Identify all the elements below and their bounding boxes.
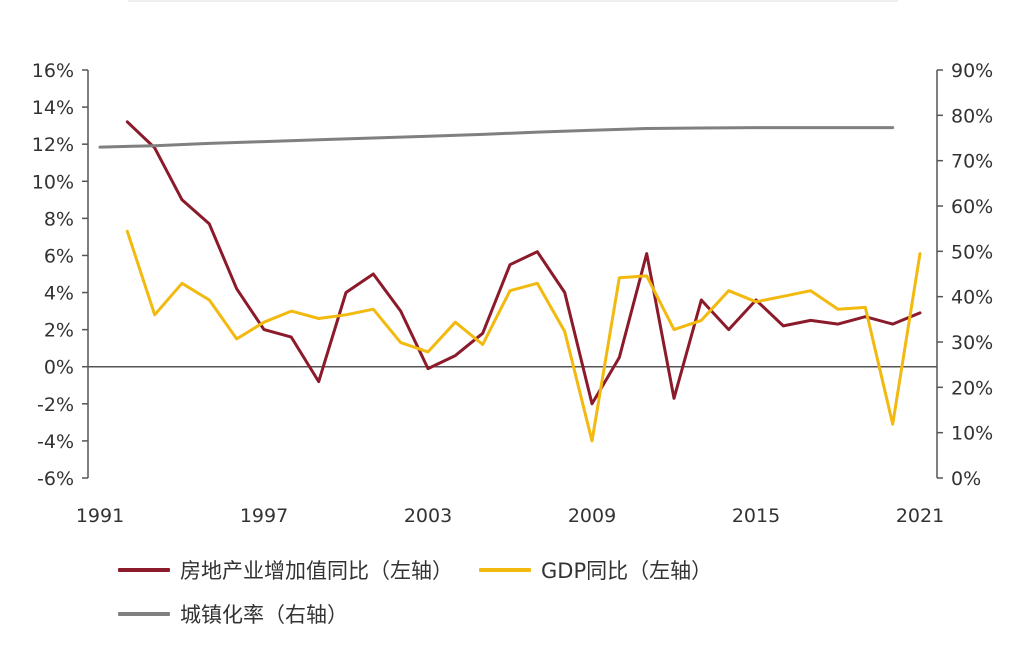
chart-legend: 房地产业增加值同比（左轴） GDP同比（左轴） 城镇化率（右轴）	[118, 548, 998, 636]
legend-row-2: 城镇化率（右轴）	[118, 592, 998, 636]
right-tick-label: 90%	[951, 60, 993, 82]
x-tick-label: 2021	[896, 505, 944, 527]
right-tick-label: 40%	[951, 287, 993, 309]
legend-swatch-urbanization	[118, 612, 170, 616]
x-tick-label: 2015	[732, 505, 780, 527]
x-tick-label: 2009	[568, 505, 616, 527]
x-tick-label: 2003	[404, 505, 452, 527]
series-line-gdp	[125, 229, 922, 443]
line-chart: 16% 14% 12% 10% 8% 6% 4% 2% 0% -2% -4% -6% 90% 80% 70%…	[32, 60, 993, 527]
x-tick-label: 1991	[76, 505, 124, 527]
chart-axes	[82, 69, 943, 479]
legend-label-urbanization: 城镇化率（右轴）	[180, 603, 348, 627]
top-border	[128, 0, 898, 2]
legend-item-urbanization: 城镇化率（右轴）	[118, 599, 348, 629]
x-tick-label: 1997	[240, 505, 288, 527]
left-tick-label: 12%	[32, 134, 74, 156]
left-tick-label: 10%	[32, 171, 74, 193]
left-tick-label: 2%	[44, 320, 74, 342]
left-tick-label: 14%	[32, 97, 74, 119]
legend-item-real-estate: 房地产业增加值同比（左轴）	[118, 555, 453, 585]
right-tick-label: 50%	[951, 241, 993, 263]
chart-tick-labels: 16% 14% 12% 10% 8% 6% 4% 2% 0% -2% -4% -6% 90% 80% 70%…	[32, 60, 993, 527]
left-tick-label: 16%	[32, 60, 74, 82]
right-tick-label: 0%	[951, 468, 981, 490]
right-tick-label: 60%	[951, 196, 993, 218]
left-tick-label: 0%	[44, 357, 74, 379]
series-line-real-estate	[125, 120, 922, 406]
legend-row-1: 房地产业增加值同比（左轴） GDP同比（左轴）	[118, 548, 998, 592]
legend-swatch-real-estate	[118, 568, 170, 572]
series-line-urbanization	[98, 126, 895, 149]
left-tick-label: -2%	[37, 394, 74, 416]
chart-series	[98, 120, 922, 443]
legend-swatch-gdp	[479, 568, 531, 572]
legend-item-gdp: GDP同比（左轴）	[479, 555, 712, 585]
legend-label-gdp: GDP同比（左轴）	[541, 559, 713, 583]
left-tick-label: 8%	[44, 208, 74, 230]
left-tick-label: -4%	[37, 431, 74, 453]
right-tick-label: 80%	[951, 105, 993, 127]
right-tick-label: 70%	[951, 151, 993, 173]
right-tick-label: 20%	[951, 377, 993, 399]
left-tick-label: -6%	[37, 468, 74, 490]
right-tick-label: 30%	[951, 332, 993, 354]
left-tick-label: 4%	[44, 283, 74, 305]
right-tick-label: 10%	[951, 423, 993, 445]
left-tick-label: 6%	[44, 245, 74, 267]
legend-label-real-estate: 房地产业增加值同比（左轴）	[180, 559, 453, 583]
